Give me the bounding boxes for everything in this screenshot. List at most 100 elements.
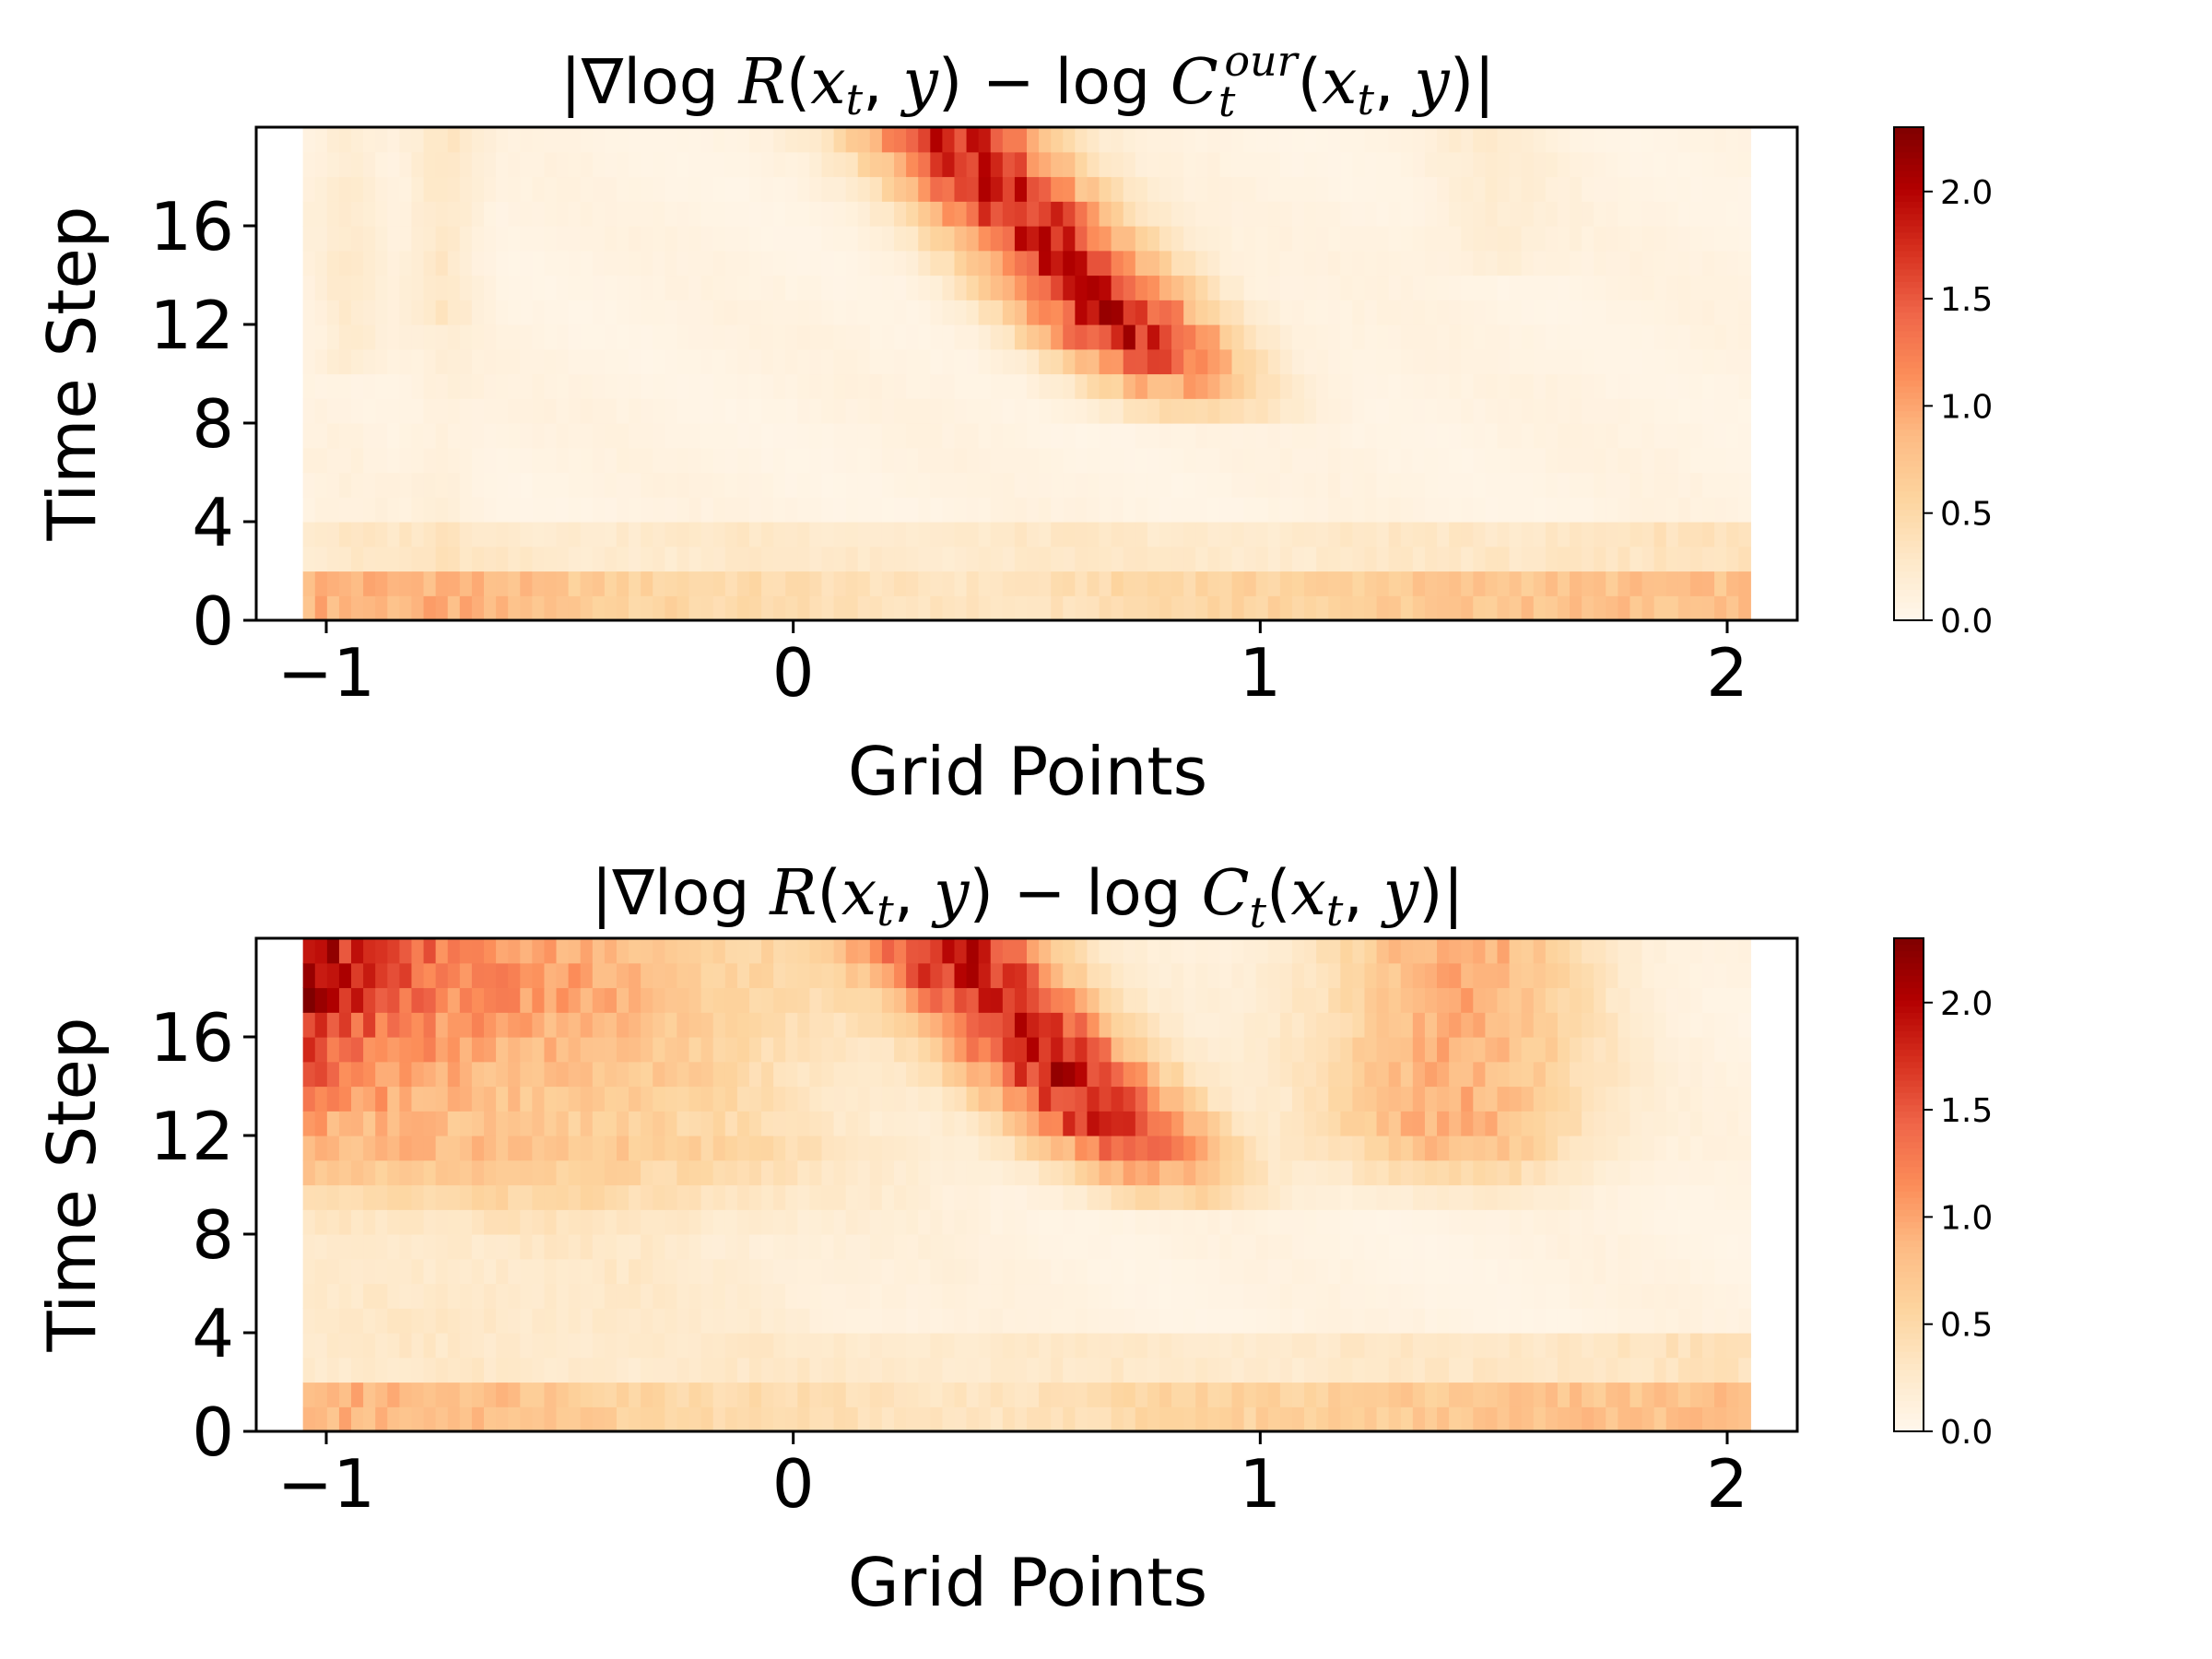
heatmap-cell: [496, 1135, 509, 1161]
heatmap-cell: [1111, 1037, 1124, 1063]
heatmap-cell: [1352, 127, 1366, 153]
heatmap-cell: [785, 300, 798, 325]
heatmap-cell: [641, 1234, 653, 1260]
heatmap-cell: [1316, 201, 1329, 227]
heatmap-cell: [1039, 1061, 1052, 1088]
heatmap-cell: [471, 1061, 485, 1088]
heatmap-cell: [1195, 324, 1208, 350]
heatmap-cell: [423, 522, 437, 547]
heatmap-cell: [459, 1308, 473, 1334]
heatmap-cell: [1075, 1283, 1088, 1309]
heatmap-cell: [1207, 1308, 1221, 1334]
heatmap-cell: [351, 1234, 364, 1260]
heatmap-cell: [484, 1135, 497, 1161]
heatmap-cell: [1677, 127, 1691, 153]
heatmap-cell: [568, 1037, 582, 1063]
heatmap-cell: [1714, 938, 1727, 964]
heatmap-cell: [1171, 938, 1184, 964]
heatmap-cell: [1677, 987, 1691, 1013]
heatmap-cell: [314, 497, 328, 523]
heatmap-cell: [1207, 176, 1221, 202]
heatmap-cell: [894, 1382, 907, 1407]
heatmap-cell: [544, 1308, 558, 1334]
heatmap-cell: [447, 398, 461, 424]
heatmap-cell: [748, 546, 762, 572]
heatmap-cell: [1653, 1258, 1667, 1285]
heatmap-cell: [773, 300, 786, 325]
heatmap-cell: [1424, 1258, 1438, 1285]
heatmap-cell: [990, 300, 1004, 325]
heatmap-cell: [423, 1184, 437, 1210]
heatmap-cell: [1364, 324, 1378, 350]
heatmap-cell: [869, 1234, 883, 1260]
heatmap-cell: [1051, 522, 1064, 547]
heatmap-cell: [592, 1184, 606, 1210]
heatmap-cell: [1243, 447, 1257, 474]
heatmap-cell: [688, 250, 702, 276]
heatmap-cell: [857, 1184, 871, 1210]
heatmap-cell: [1606, 1406, 1618, 1432]
heatmap-cell: [338, 1037, 352, 1063]
heatmap-cell: [544, 546, 558, 572]
heatmap-cell: [1291, 546, 1305, 572]
heatmap-cell: [688, 1283, 702, 1309]
heatmap-cell: [1557, 1184, 1571, 1210]
heatmap-cell: [1570, 522, 1583, 547]
heatmap-cell: [1352, 1159, 1366, 1186]
heatmap-cell: [809, 151, 823, 178]
heatmap-cell: [1701, 1159, 1715, 1186]
heatmap-cell: [1630, 1086, 1643, 1112]
heatmap-cell: [966, 1159, 980, 1186]
heatmap-cell: [821, 1234, 835, 1260]
heatmap-cell: [1424, 300, 1438, 325]
heatmap-cell: [1545, 1012, 1559, 1038]
heatmap-cell: [556, 595, 570, 621]
heatmap-cell: [773, 571, 786, 596]
heatmap-cell: [1340, 1037, 1353, 1063]
heatmap-cell: [748, 472, 762, 498]
heatmap-cell: [1677, 1111, 1691, 1136]
heatmap-cell: [1219, 226, 1233, 252]
heatmap-cell: [629, 151, 641, 178]
heatmap-cell: [1316, 1012, 1329, 1038]
heatmap-cell: [1352, 398, 1366, 424]
heatmap-cell: [845, 1135, 859, 1161]
heatmap-cell: [1002, 546, 1016, 572]
heatmap-cell: [1641, 938, 1655, 964]
heatmap-cell: [1533, 348, 1547, 375]
heatmap-cell: [1400, 472, 1414, 498]
heatmap-cell: [724, 151, 738, 178]
heatmap-cell: [1738, 250, 1751, 276]
heatmap-cell: [833, 398, 847, 424]
heatmap-cell: [1677, 250, 1691, 276]
heatmap-cell: [1677, 398, 1691, 424]
heatmap-cell: [1099, 250, 1112, 276]
heatmap-cell: [1267, 522, 1281, 547]
heatmap-cell: [1255, 1382, 1269, 1407]
heatmap-cell: [629, 1012, 641, 1038]
heatmap-cell: [568, 595, 582, 621]
heatmap-cell: [1437, 1209, 1450, 1235]
heatmap-cell: [471, 398, 485, 424]
heatmap-cell: [447, 250, 461, 276]
heatmap-cell: [1485, 1357, 1499, 1383]
heatmap-cell: [857, 1111, 871, 1136]
heatmap-cell: [1641, 201, 1655, 227]
heatmap-cell: [1099, 300, 1112, 325]
heatmap-cell: [1014, 1184, 1028, 1210]
heatmap-cell: [1424, 938, 1438, 964]
heatmap-cell: [1255, 1234, 1269, 1260]
heatmap-cell: [906, 1283, 919, 1309]
heatmap-cell: [1594, 522, 1606, 547]
heatmap-cell: [1726, 226, 1739, 252]
heatmap-cell: [459, 250, 473, 276]
heatmap-cell: [568, 497, 582, 523]
heatmap-cell: [1147, 398, 1160, 424]
heatmap-cell: [821, 497, 835, 523]
heatmap-cell: [375, 226, 388, 252]
heatmap-cell: [604, 987, 618, 1013]
heatmap-cell: [1243, 522, 1257, 547]
heatmap-cell: [1231, 546, 1245, 572]
heatmap-cell: [688, 373, 702, 399]
heatmap-cell: [1557, 127, 1571, 153]
